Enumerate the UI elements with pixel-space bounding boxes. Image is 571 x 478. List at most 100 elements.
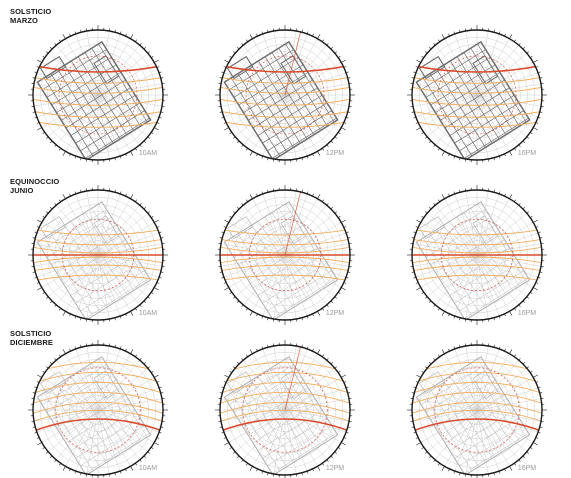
horizon-tick	[330, 362, 333, 365]
sun-path-secondary	[33, 274, 163, 282]
sun-path-dashed-ring	[58, 55, 138, 135]
sun-path-secondary	[220, 86, 350, 94]
horizon-tick	[221, 386, 225, 389]
horizon-tick	[535, 437, 539, 439]
sun-path-dashed-ring	[440, 218, 514, 292]
horizon-tick	[533, 127, 538, 131]
horizon-tick	[533, 59, 538, 63]
grid-radial	[228, 254, 286, 288]
sun-path-secondary	[412, 228, 542, 236]
horizon-tick	[267, 472, 269, 476]
horizon-tick	[312, 313, 314, 317]
grid-radial	[86, 190, 99, 256]
grid-radial	[284, 398, 350, 411]
horizon-tick	[139, 43, 142, 46]
horizon-tick	[69, 468, 71, 472]
horizon-tick	[143, 140, 146, 143]
horizon-tick	[156, 122, 160, 124]
grid-radial	[284, 409, 350, 422]
horizon-tick	[36, 66, 40, 68]
horizon-tick	[530, 56, 533, 58]
horizon-tick	[301, 189, 303, 193]
plan-line	[80, 270, 145, 311]
horizon-tick	[416, 442, 421, 446]
plan-outline	[223, 356, 339, 475]
sun-path-secondary	[220, 98, 350, 106]
horizon-tick	[156, 437, 160, 439]
horizon-tick	[62, 34, 66, 39]
plan-line	[42, 209, 107, 250]
grid-radial	[97, 345, 110, 411]
horizon-tick	[341, 219, 346, 223]
horizon-tick	[341, 442, 346, 446]
grid-radial	[273, 345, 286, 411]
horizon-tick	[223, 282, 227, 284]
sun-path-secondary	[412, 246, 542, 254]
horizon-tick	[433, 203, 436, 206]
grid-radial	[465, 30, 478, 96]
sun-path-secondary	[412, 76, 542, 84]
sun-path-main	[412, 418, 542, 433]
horizon-tick	[537, 431, 541, 434]
horizon-tick	[537, 231, 541, 234]
horizon-tick	[312, 348, 314, 352]
horizon-tick	[411, 392, 415, 394]
horizon-tick	[224, 442, 229, 446]
sun-path-secondary	[412, 371, 542, 385]
grid-radial	[465, 190, 478, 256]
plan-line	[248, 239, 313, 281]
plan-line	[463, 432, 529, 474]
plan-line	[422, 77, 473, 157]
horizon-tick	[317, 311, 321, 316]
grid-circle	[440, 373, 514, 447]
grid-radial	[75, 348, 99, 411]
horizon-tick	[241, 459, 244, 462]
horizon-tick	[498, 191, 501, 195]
building-plan	[415, 356, 531, 475]
row-label-1-line-1: EQUINOCCIO	[10, 177, 60, 186]
grid-radial	[86, 345, 99, 411]
horizon-tick	[535, 226, 539, 228]
grid-radial	[75, 33, 99, 96]
horizon-tick	[256, 193, 258, 197]
grid-radial	[476, 409, 542, 422]
sun-path-secondary	[412, 401, 542, 415]
plan-outline	[415, 201, 531, 320]
horizon-tick	[493, 29, 495, 33]
grid-radial	[476, 398, 542, 411]
horizon-tick	[36, 226, 40, 228]
row-label-0-line-2: MARZO	[10, 15, 38, 25]
grid-radial	[476, 368, 527, 411]
horizon-tick	[160, 77, 164, 79]
plan-line	[70, 410, 136, 451]
diagram-1-1: 12PM	[215, 185, 355, 325]
grid-circle	[447, 380, 507, 440]
grid-radial	[48, 368, 99, 411]
horizon-tick	[37, 442, 42, 446]
horizon-tick	[36, 437, 40, 439]
diagram-0-0: 10AM	[28, 25, 168, 165]
horizon-tick	[46, 296, 49, 299]
horizon-tick	[160, 111, 164, 113]
horizon-tick	[32, 271, 36, 273]
plan-line	[244, 69, 294, 148]
horizon-tick	[135, 199, 137, 202]
horizon-tick	[334, 366, 337, 369]
horizon-tick	[539, 237, 543, 239]
horizon-tick	[413, 116, 417, 119]
horizon-tick	[411, 271, 415, 273]
horizon-tick	[151, 132, 154, 134]
plan-line	[271, 432, 337, 474]
grid-radial	[476, 254, 489, 320]
horizon-tick	[154, 442, 159, 446]
horizon-tick	[459, 189, 461, 193]
sun-path-secondary	[33, 86, 163, 94]
horizon-tick	[229, 132, 232, 134]
grid-radial	[412, 398, 478, 411]
grid-radial	[412, 94, 478, 107]
horizon-tick	[74, 155, 77, 159]
horizon-tick	[330, 455, 333, 458]
horizon-tick	[533, 374, 538, 378]
horizon-tick	[34, 71, 38, 74]
horizon-tick	[135, 463, 137, 466]
